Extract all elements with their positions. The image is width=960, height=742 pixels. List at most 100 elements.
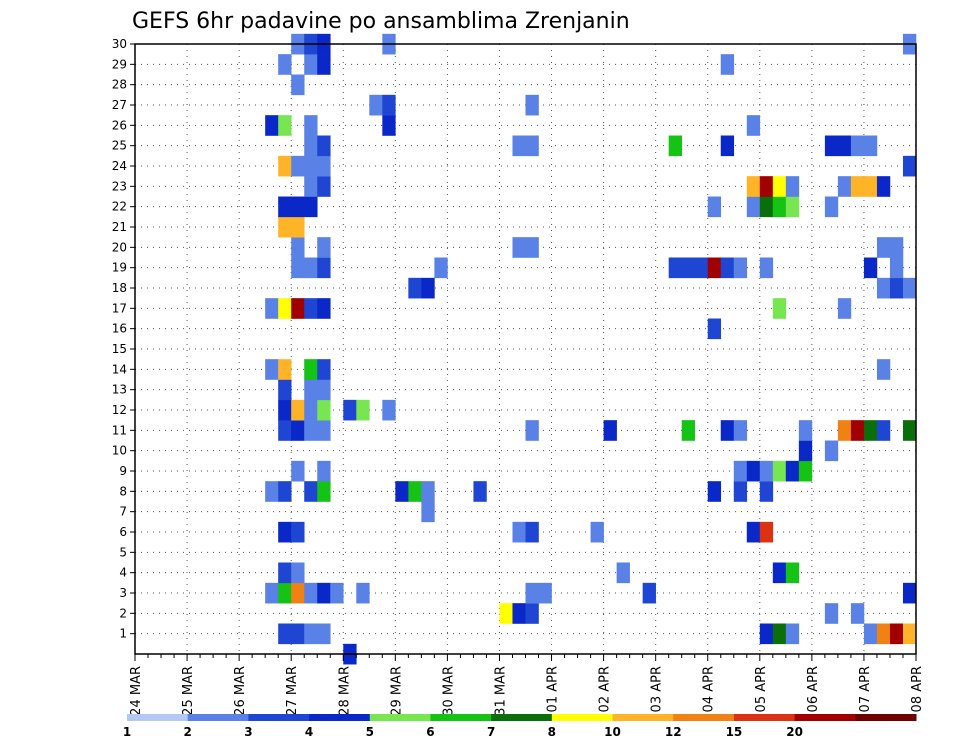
y-tick-label: 6 [119, 525, 127, 539]
y-tick-label: 28 [112, 78, 127, 92]
precip-cell [759, 196, 774, 218]
precip-cell [733, 420, 748, 441]
y-tick-label: 23 [112, 179, 127, 193]
y-tick-label: 11 [112, 423, 127, 437]
precip-cell [291, 521, 305, 543]
precip-cell [291, 257, 305, 279]
precip-cell [278, 216, 292, 238]
precip-cell [317, 359, 331, 380]
precip-cell [525, 521, 539, 543]
precip-cell [772, 562, 787, 584]
precip-cell [863, 257, 878, 279]
precip-cell [304, 196, 318, 218]
precip-cell [707, 318, 722, 340]
precip-cell [837, 420, 852, 441]
precip-cell [265, 115, 279, 136]
legend-swatch [794, 714, 856, 721]
y-tick-label: 29 [112, 57, 127, 71]
x-tick-label: 05 APR [754, 666, 769, 712]
precip-cell [291, 298, 305, 319]
precip-cell [408, 277, 422, 299]
y-tick-label: 5 [119, 545, 127, 559]
precip-cell [694, 257, 709, 279]
precip-cell [317, 176, 331, 197]
y-tick-label: 26 [112, 118, 127, 132]
precip-cell [707, 196, 722, 218]
y-tick-label: 17 [112, 301, 127, 315]
precip-cell [798, 440, 813, 462]
legend-swatch [369, 714, 431, 721]
precip-cell [421, 277, 435, 299]
precip-cell [317, 155, 331, 177]
precip-cell [317, 481, 331, 502]
precip-cell [408, 481, 422, 502]
precip-cell [317, 135, 331, 157]
precip-cell [512, 237, 526, 258]
precip-cell [317, 54, 331, 75]
legend-swatch [127, 714, 189, 721]
precip-cell [863, 176, 878, 197]
y-tick-label: 16 [112, 322, 127, 336]
precip-cell [876, 623, 891, 645]
precip-cell [291, 399, 305, 421]
precip-cell [824, 440, 839, 462]
precip-cell [785, 460, 800, 482]
precip-cell [278, 359, 292, 380]
legend-swatch [612, 714, 674, 721]
precip-cell [382, 115, 396, 136]
x-tick-label: 27 MAR [285, 666, 300, 716]
precip-cell [850, 603, 865, 624]
precip-cell [525, 94, 539, 116]
precip-cell [902, 155, 917, 177]
x-tick-label: 04 APR [702, 666, 717, 712]
precip-cell [603, 420, 617, 441]
y-tick-label: 1 [119, 627, 127, 641]
color-legend: 1 2 3 4 5 6 7 8 10 12 15 20 [123, 714, 917, 739]
precip-cell [291, 562, 305, 584]
precip-cell [304, 176, 318, 197]
precip-cell [291, 582, 305, 604]
precip-cell [304, 54, 318, 75]
y-tick-label: 18 [112, 281, 127, 295]
precip-cell [902, 277, 917, 299]
precip-cell [824, 196, 839, 218]
precip-cell [785, 196, 800, 218]
x-tick-label: 30 MAR [441, 666, 456, 716]
precip-cell [772, 196, 787, 218]
legend-label: 15 [726, 725, 743, 739]
precip-cell [265, 481, 279, 502]
precip-cell [837, 135, 852, 157]
precip-cell [616, 562, 630, 584]
x-tick-label: 29 MAR [389, 666, 404, 716]
precip-cell [434, 257, 448, 279]
precip-cell [863, 135, 878, 157]
precip-cell [785, 176, 800, 197]
y-tick-label: 4 [119, 566, 127, 580]
precip-cell [759, 257, 774, 279]
precip-cell [304, 359, 318, 380]
precip-cell [278, 298, 292, 319]
precip-cell [317, 623, 331, 645]
precip-cell [902, 623, 917, 645]
precip-cell [291, 196, 305, 218]
precip-cell [590, 521, 604, 543]
precip-cell [876, 237, 891, 258]
precip-cell [512, 603, 526, 624]
precip-cell [499, 603, 513, 624]
legend-label: 2 [184, 725, 192, 739]
precip-cell [291, 460, 305, 482]
y-tick-label: 27 [112, 98, 127, 112]
precip-cell [304, 481, 318, 502]
legend-swatch [491, 714, 553, 721]
precip-cell [850, 176, 865, 197]
y-axis-ticks: 1234567891011121314151617181920212223242… [112, 37, 135, 641]
precip-cell [317, 257, 331, 279]
precip-cell [317, 420, 331, 441]
y-tick-label: 20 [112, 240, 127, 254]
legend-swatch [733, 714, 796, 721]
precip-cell [317, 399, 331, 421]
precip-cell [304, 623, 318, 645]
precip-cell [317, 379, 331, 401]
legend-swatch [855, 714, 917, 721]
